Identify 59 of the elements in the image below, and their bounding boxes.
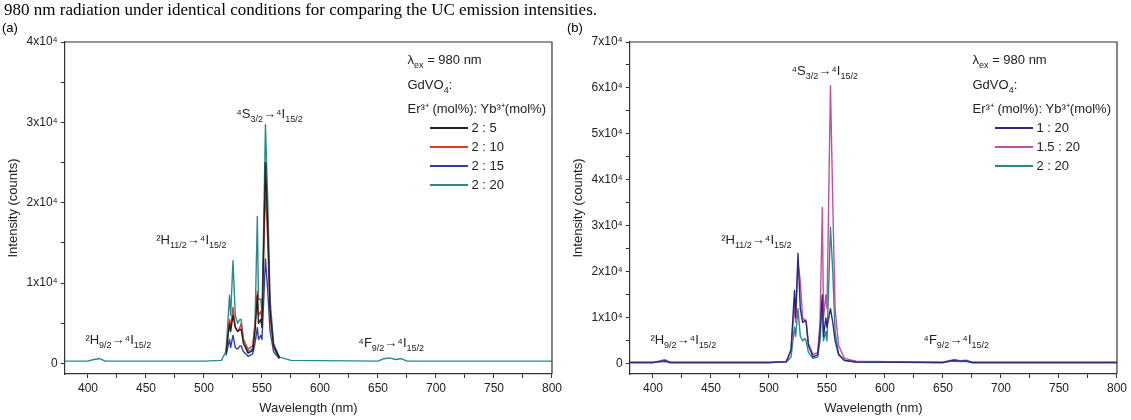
x-tick-label: 600 <box>874 380 896 395</box>
annotation: ²H$_{11/2}$→⁴I$_{15/2}$ <box>721 232 792 250</box>
annotation: ⁴F$_{9/2}$→⁴I$_{15/2}$ <box>358 335 425 353</box>
legend-label: 2 : 10 <box>471 138 505 157</box>
annotation: GdVO$_{4}$: <box>972 75 1019 97</box>
legend-title: Er³⁺ (mol%): Yb³⁺(mol%) <box>407 100 546 119</box>
y-tick-label: 2x10⁴ <box>591 264 623 279</box>
x-tick-label: 450 <box>135 380 157 395</box>
x-tick-label: 700 <box>425 380 447 395</box>
x-tick-label: 500 <box>758 380 780 395</box>
legend-label: 2 : 15 <box>471 157 505 176</box>
annotation: λ$_{ex}$ = 980 nm <box>407 51 483 72</box>
annotation: ²H$_{9/2}$→⁴I$_{15/2}$ <box>650 332 717 350</box>
x-tick-label: 800 <box>1106 380 1128 395</box>
y-tick-label: 0 <box>51 355 59 370</box>
y-tick-label: 5x10⁴ <box>591 126 623 141</box>
annotation: ⁴S$_{3/2}$→⁴I$_{15/2}$ <box>236 106 303 124</box>
x-tick-label: 450 <box>700 380 722 395</box>
chart-title: (a) <box>2 20 18 35</box>
annotation: λ$_{ex}$ = 980 nm <box>972 51 1048 72</box>
annotation: ⁴S$_{3/2}$→⁴I$_{15/2}$ <box>791 63 858 81</box>
legend-label: 1 : 20 <box>1036 119 1070 138</box>
y-tick-label: 4x10⁴ <box>26 34 58 49</box>
chart-title: (b) <box>567 20 583 35</box>
y-tick-label: 2x10⁴ <box>26 195 58 210</box>
x-tick-label: 800 <box>541 380 563 395</box>
x-tick-label: 400 <box>77 380 99 395</box>
x-tick-label: 500 <box>193 380 215 395</box>
x-tick-label: 600 <box>309 380 331 395</box>
x-axis-title: Wavelength (nm) <box>824 399 923 415</box>
y-tick-label: 4x10⁴ <box>591 172 623 187</box>
x-tick-label: 650 <box>367 380 389 395</box>
annotation: ²H$_{9/2}$→⁴I$_{15/2}$ <box>85 332 152 350</box>
legend-label: 1.5 : 20 <box>1036 138 1080 157</box>
x-tick-label: 750 <box>483 380 505 395</box>
y-tick-label: 1x10⁴ <box>591 310 623 325</box>
chart-subtitle: 980 nm radiation under identical conditions for comparing the UC emission intensities. <box>3 0 598 20</box>
x-tick-label: 700 <box>990 380 1012 395</box>
y-tick-label: 6x10⁴ <box>591 80 623 95</box>
y-axis-title: Intensity (counts) <box>5 158 21 258</box>
x-tick-label: 400 <box>642 380 664 395</box>
y-axis-title: Intensity (counts) <box>570 158 586 258</box>
y-tick-label: 7x10⁴ <box>591 34 623 49</box>
x-tick-label: 650 <box>932 380 954 395</box>
legend-title: Er³⁺ (mol%): Yb³⁺(mol%) <box>972 100 1111 119</box>
y-tick-label: 1x10⁴ <box>26 275 58 290</box>
x-tick-label: 550 <box>816 380 838 395</box>
x-axis-title: Wavelength (nm) <box>259 399 358 415</box>
annotation: GdVO$_{4}$: <box>407 75 454 97</box>
x-tick-label: 550 <box>251 380 273 395</box>
y-tick-label: 3x10⁴ <box>26 114 58 129</box>
annotation: ²H$_{11/2}$→⁴I$_{15/2}$ <box>156 232 227 250</box>
legend-label: 2 : 20 <box>471 176 505 195</box>
y-tick-label: 3x10⁴ <box>591 218 623 233</box>
y-tick-label: 0 <box>616 356 624 371</box>
legend-label: 2 : 5 <box>471 119 497 138</box>
x-tick-label: 750 <box>1048 380 1070 395</box>
annotation: ⁴F$_{9/2}$→⁴I$_{15/2}$ <box>923 332 990 350</box>
legend-label: 2 : 20 <box>1036 157 1070 176</box>
